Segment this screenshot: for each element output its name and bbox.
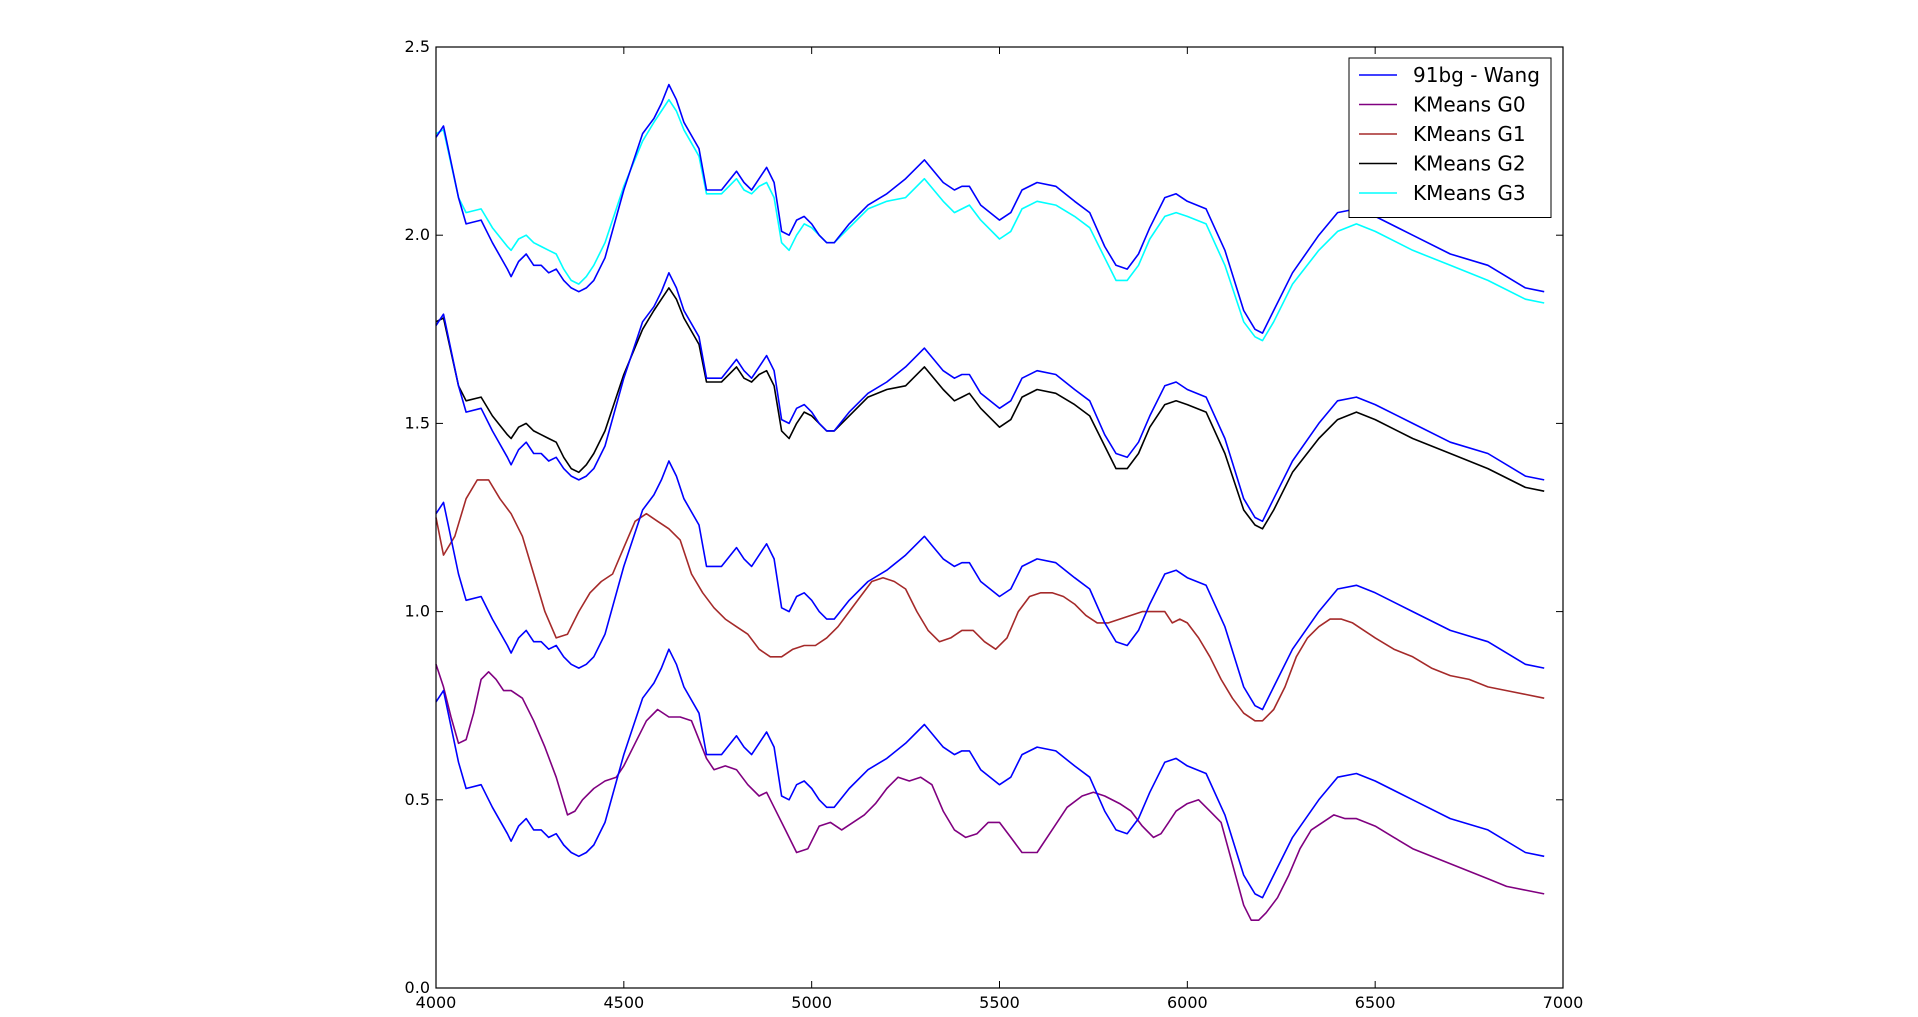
series-line-kmeans-g0-group-0 xyxy=(435,664,1545,922)
y-tick-label: 0.5 xyxy=(405,790,430,809)
x-tick-label: 4500 xyxy=(603,993,644,1012)
legend-label: 91bg - Wang xyxy=(1413,63,1540,87)
y-tick-label: 1.5 xyxy=(405,413,430,432)
series-line-91bg-wang-group-1 xyxy=(435,460,1545,711)
legend-label: KMeans G2 xyxy=(1413,152,1526,176)
x-tick-label: 5500 xyxy=(979,993,1020,1012)
series-line-91bg-wang-group-2 xyxy=(435,271,1545,523)
x-tick-label: 4000 xyxy=(416,993,457,1012)
legend-label: KMeans G1 xyxy=(1413,122,1526,146)
x-tick-label: 6500 xyxy=(1355,993,1396,1012)
x-tick-label: 5000 xyxy=(791,993,832,1012)
legend-label: KMeans G0 xyxy=(1413,93,1526,117)
y-tick-label: 1.0 xyxy=(405,602,430,621)
legend-box xyxy=(1348,57,1552,218)
x-tick-label: 6000 xyxy=(1167,993,1208,1012)
x-axis: 4000 4500 5000 5500 6000 6500 7000 xyxy=(416,47,1584,1012)
series-line-91bg-wang-group-3 xyxy=(435,83,1545,334)
series-lines xyxy=(435,83,1545,922)
y-tick-label: 2.5 xyxy=(405,37,430,56)
legend-label: KMeans G3 xyxy=(1413,181,1526,205)
series-line-91bg-wang-group-0 xyxy=(435,648,1545,899)
y-axis: 0.0 0.5 1.0 1.5 2.0 2.5 xyxy=(405,37,1563,997)
legend: 91bg - Wang KMeans G0 KMeans G1 KMeans G2 KM… xyxy=(1348,57,1552,218)
y-tick-label: 2.0 xyxy=(405,225,430,244)
series-line-kmeans-g1-group-1 xyxy=(435,479,1545,722)
y-tick-label: 0.0 xyxy=(405,978,430,997)
x-tick-label: 7000 xyxy=(1543,993,1584,1012)
